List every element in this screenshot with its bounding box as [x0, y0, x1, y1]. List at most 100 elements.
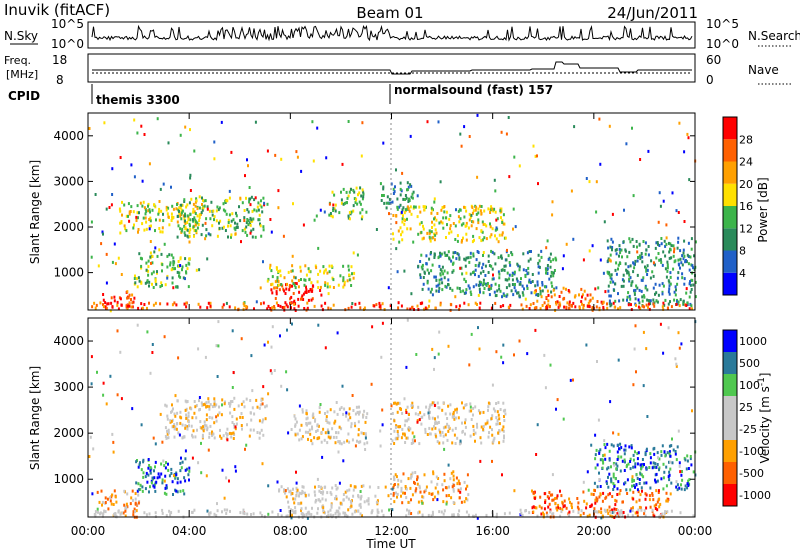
range-cell — [612, 431, 615, 435]
range-cell — [478, 280, 481, 284]
range-cell — [611, 240, 614, 244]
range-cell — [490, 233, 493, 237]
range-cell — [342, 412, 345, 416]
range-cell — [428, 491, 431, 495]
range-cell — [513, 272, 516, 276]
range-cell — [286, 282, 288, 286]
range-cell — [410, 498, 412, 502]
range-cell — [428, 405, 431, 409]
range-cell — [190, 424, 193, 428]
range-cell — [149, 240, 152, 243]
range-cell — [468, 363, 471, 367]
range-cell — [164, 435, 167, 438]
range-cell — [457, 514, 460, 517]
range-cell — [227, 235, 229, 239]
range-cell — [433, 200, 436, 204]
range-cell — [544, 307, 547, 311]
range-cell — [682, 302, 685, 306]
range-cell — [487, 254, 490, 258]
range-cell — [309, 421, 312, 425]
range-cell — [319, 499, 322, 503]
range-cell — [551, 493, 554, 497]
date-title: 24/Jun/2011 — [607, 4, 698, 22]
range-cell — [361, 197, 364, 201]
range-cell — [160, 281, 163, 285]
range-cell — [144, 207, 147, 211]
range-cell — [674, 357, 677, 361]
range-cell — [354, 412, 357, 416]
range-cell — [470, 224, 473, 228]
range-cell — [300, 423, 303, 427]
range-cell — [309, 270, 312, 274]
range-cell — [620, 509, 623, 513]
range-cell — [233, 396, 236, 400]
range-cell — [630, 303, 632, 307]
range-cell — [323, 210, 326, 214]
beam-title: Beam 01 — [356, 4, 423, 22]
range-cell — [235, 417, 238, 421]
range-cell — [286, 328, 288, 332]
range-cell — [469, 251, 472, 255]
noise-panel: N.Sky 10^5 10^0 10^5 10^0 N.Search — [4, 17, 800, 51]
range-cell — [186, 267, 189, 271]
range-cell — [565, 506, 568, 510]
range-cell — [482, 222, 485, 226]
range-cell — [641, 255, 644, 259]
range-cell — [433, 217, 435, 221]
range-cell — [302, 292, 305, 296]
range-cell — [644, 514, 647, 518]
range-cell — [362, 192, 365, 196]
range-cell — [449, 286, 452, 290]
range-cell — [422, 495, 425, 499]
range-cell — [621, 459, 624, 463]
range-cell — [479, 290, 481, 294]
range-cell — [243, 209, 246, 212]
range-cell — [434, 228, 437, 232]
range-cell — [361, 188, 364, 192]
range-cell — [576, 497, 579, 500]
range-cell — [426, 231, 429, 235]
range-cell — [194, 212, 197, 215]
range-cell — [431, 293, 434, 297]
range-cell — [94, 514, 97, 518]
range-cell — [341, 162, 344, 166]
range-cell — [656, 463, 659, 466]
range-cell — [267, 512, 270, 516]
range-cell — [422, 205, 425, 209]
range-cell — [638, 478, 641, 481]
range-cell — [188, 201, 191, 205]
range-cell — [421, 501, 424, 505]
range-cell — [657, 220, 660, 224]
range-cell — [422, 224, 424, 228]
range-cell — [117, 510, 120, 513]
range-cell — [110, 296, 113, 300]
range-cell — [316, 428, 319, 432]
range-cell — [213, 218, 215, 222]
range-cell — [332, 435, 335, 439]
range-cell — [102, 298, 105, 302]
range-cell — [149, 219, 152, 223]
range-cell — [151, 261, 154, 265]
range-cell — [160, 209, 163, 213]
range-cell — [638, 498, 641, 502]
range-cell — [274, 297, 277, 300]
range-cell — [649, 452, 652, 456]
range-cell — [464, 421, 466, 425]
range-cell — [274, 153, 277, 157]
range-cell — [115, 500, 118, 504]
range-cell — [336, 331, 339, 335]
range-cell — [397, 478, 400, 482]
range-cell — [655, 472, 658, 476]
range-cell — [595, 180, 598, 184]
range-cell — [602, 461, 605, 465]
range-cell — [632, 490, 635, 494]
range-cell — [532, 144, 535, 148]
range-cell — [224, 200, 227, 203]
range-cell — [521, 307, 524, 311]
range-cell — [548, 491, 551, 494]
range-cell — [194, 223, 197, 227]
range-cell — [662, 301, 665, 305]
range-cell — [90, 355, 93, 359]
range-cell — [496, 422, 499, 426]
range-cell — [634, 462, 637, 466]
